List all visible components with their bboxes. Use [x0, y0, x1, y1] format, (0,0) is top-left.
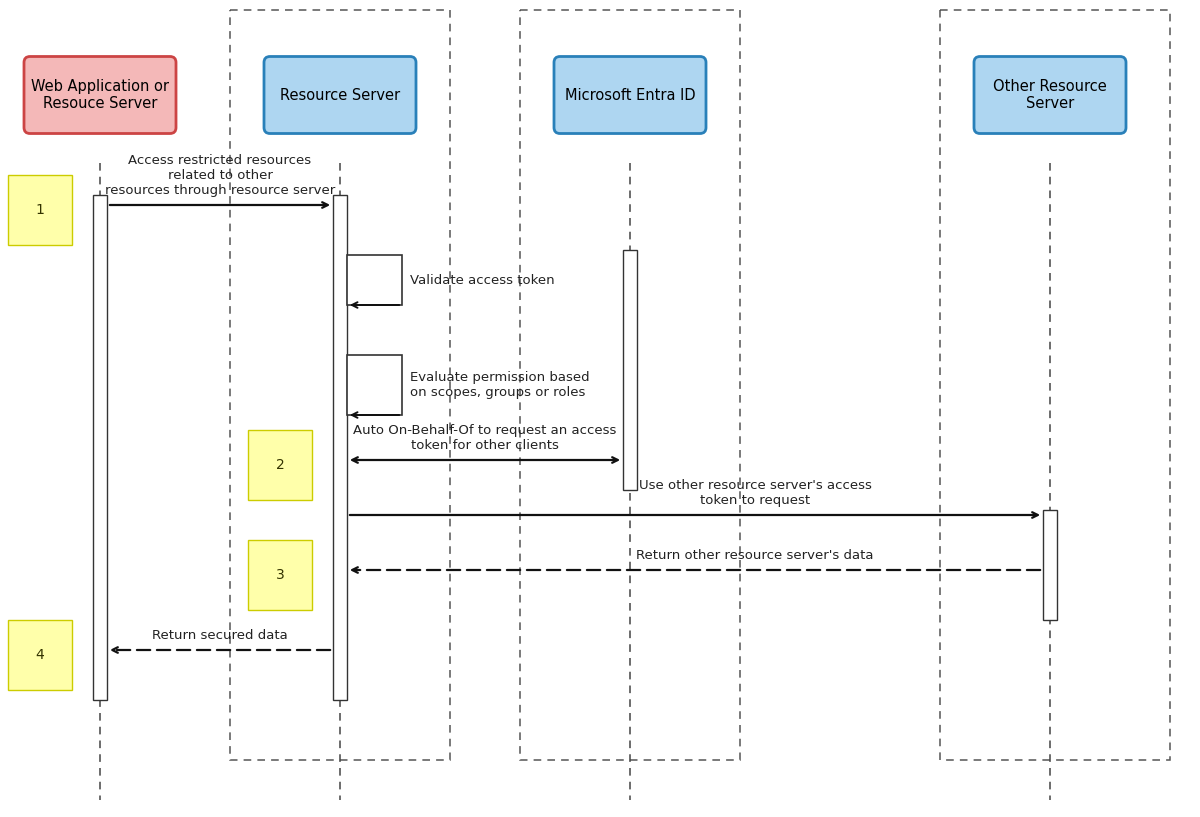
- FancyBboxPatch shape: [974, 56, 1126, 133]
- Bar: [230, 10, 450, 760]
- Bar: [347, 355, 402, 415]
- Text: Resource Server: Resource Server: [992, 0, 1118, 2]
- Bar: [334, 195, 347, 700]
- Text: Use other resource server's access
token to request: Use other resource server's access token…: [638, 479, 871, 507]
- FancyBboxPatch shape: [554, 56, 706, 133]
- Bar: [623, 250, 637, 490]
- Text: Auto On-Behalf-Of to request an access
token for other clients: Auto On-Behalf-Of to request an access t…: [353, 424, 617, 452]
- Text: 2: 2: [276, 458, 284, 472]
- Bar: [94, 195, 107, 700]
- FancyBboxPatch shape: [264, 56, 416, 133]
- Text: Authentication and
Authorization Server: Authentication and Authorization Server: [551, 0, 709, 2]
- Bar: [940, 10, 1170, 760]
- Text: Other Resource
Server: Other Resource Server: [994, 78, 1106, 111]
- Text: Microsoft Entra ID: Microsoft Entra ID: [565, 87, 695, 102]
- Bar: [1043, 510, 1057, 620]
- Text: Resource Server: Resource Server: [277, 0, 403, 2]
- Text: Validate access token: Validate access token: [410, 274, 554, 287]
- Text: 4: 4: [36, 648, 44, 662]
- Text: Return other resource server's data: Return other resource server's data: [636, 549, 874, 562]
- Bar: [520, 10, 740, 760]
- Text: Access restricted resources
related to other
resources through resource server: Access restricted resources related to o…: [104, 154, 335, 197]
- Text: 1: 1: [36, 203, 44, 217]
- FancyBboxPatch shape: [24, 56, 176, 133]
- Text: Return secured data: Return secured data: [152, 629, 288, 642]
- Text: Web Application or
Resouce Server: Web Application or Resouce Server: [31, 78, 169, 111]
- Text: 3: 3: [276, 568, 284, 582]
- Text: Evaluate permission based
on scopes, groups or roles: Evaluate permission based on scopes, gro…: [410, 371, 589, 399]
- Bar: [347, 255, 402, 305]
- Text: Resource Server: Resource Server: [280, 87, 400, 102]
